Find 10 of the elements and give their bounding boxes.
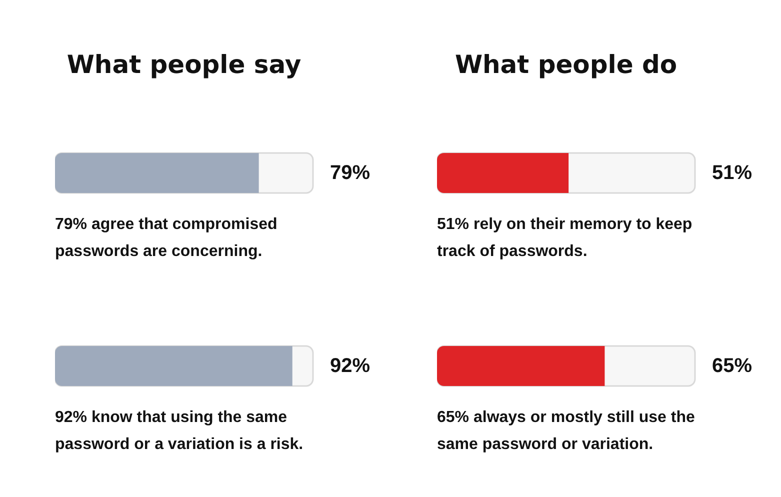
y-tick-label: 51% rely on their memory to keep track of passwords. [437,214,694,262]
data-label: 92% [330,355,370,377]
y-tick-label: 79% agree that compromised passwords are concerning. [55,214,278,262]
y-tick-label: 65% always or mostly still use the same password or variation. [437,408,696,454]
y-tick-label: 92% know that using the same password or a variation is a risk. [55,408,304,454]
chart-title: What people do [454,50,678,79]
chart-title: What people say [66,50,302,79]
data-label: 51% [712,162,752,184]
data-label: 65% [712,355,752,377]
data-label: 79% [330,162,370,184]
